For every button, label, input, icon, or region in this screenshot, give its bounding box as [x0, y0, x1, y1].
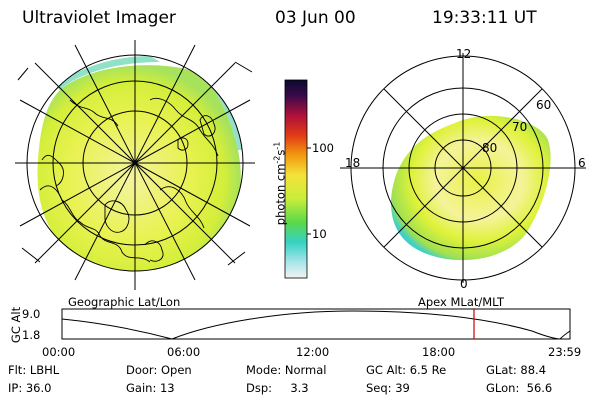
geo-caption: Geographic Lat/Lon: [68, 295, 181, 309]
colorbar: [284, 79, 311, 279]
geographic-map: [15, 40, 255, 290]
status-gc-alt: GC Alt: 6.5 Re: [366, 363, 447, 377]
lat-label-60: 60: [536, 98, 552, 112]
status-dsp: Dsp: 3.3: [246, 381, 309, 395]
mag-caption: Apex MLat/MLT: [418, 295, 505, 309]
app-title: Ultraviolet Imager: [22, 8, 176, 28]
status-seq: Seq: 39: [366, 381, 410, 395]
status-door: Door: Open: [126, 363, 192, 377]
time-tick-1200: 12:00: [296, 345, 330, 359]
colorbar-tick-100: 100: [312, 141, 334, 155]
time-tick-2359: 23:59: [548, 345, 582, 359]
altitude-tick-min: 1.8: [22, 328, 41, 342]
status-glat: GLat: 88.4: [486, 363, 547, 377]
colorbar-label: photon cm-2s-1: [272, 141, 288, 226]
altitude-ylabel: GC Alt: [9, 306, 23, 344]
time-label: 19:33:11 UT: [432, 8, 537, 28]
mag-aurora-region: [391, 115, 551, 261]
altitude-tick-max: 9.0: [22, 307, 41, 321]
lat-label-70: 70: [512, 120, 528, 134]
mlt-label-0: 0: [460, 277, 468, 291]
date-label: 03 Jun 00: [275, 8, 356, 28]
mlt-label-18: 18: [345, 156, 361, 170]
status-ip: IP: 36.0: [8, 381, 52, 395]
mlt-label-6: 6: [578, 156, 586, 170]
altitude-curve: [61, 310, 571, 340]
status-glon: GLon: 56.6: [486, 381, 553, 395]
magnetic-map: [340, 53, 586, 283]
status-gain: Gain: 13: [126, 381, 175, 395]
lat-label-80: 80: [482, 141, 498, 155]
status-filter: Flt: LBHL: [8, 363, 60, 377]
status-mode: Mode: Normal: [246, 363, 327, 377]
altitude-plot: [61, 308, 571, 340]
time-tick-1800: 18:00: [422, 345, 456, 359]
mlt-label-12: 12: [456, 47, 472, 61]
time-tick-0600: 06:00: [167, 345, 201, 359]
colorbar-tick-10: 10: [312, 227, 327, 241]
time-tick-0000: 00:00: [42, 345, 76, 359]
